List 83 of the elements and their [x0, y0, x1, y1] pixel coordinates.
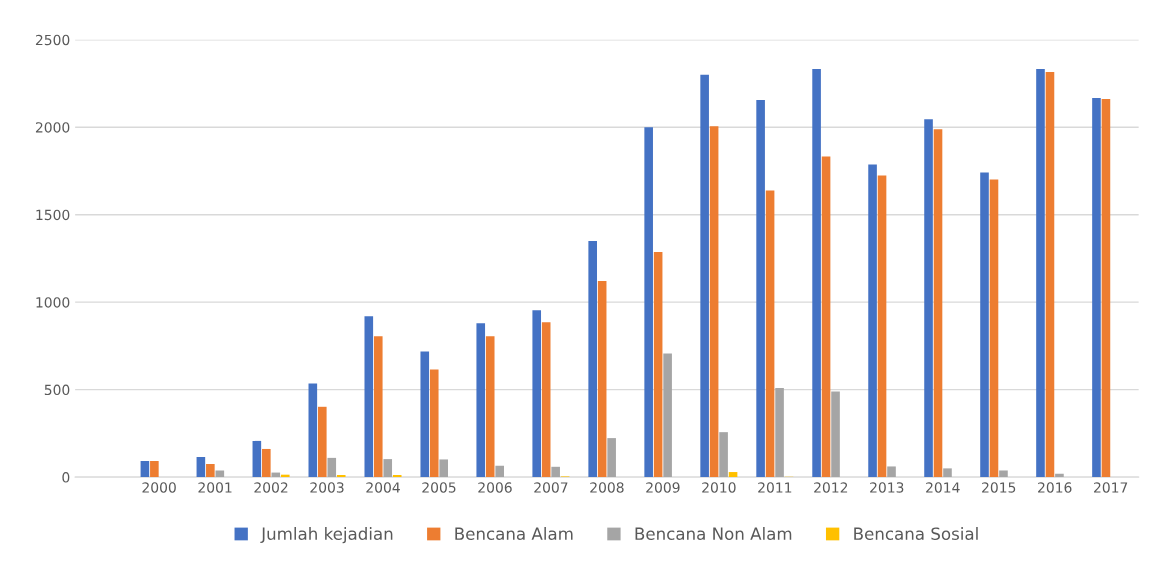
legend-label: Bencana Sosial: [854, 527, 978, 541]
bar: [821, 156, 831, 478]
bar: [765, 190, 775, 478]
x-tick-label: 2016: [1038, 482, 1072, 493]
bar: [252, 440, 262, 478]
bar: [719, 432, 728, 478]
x-tick-label: 2008: [590, 482, 624, 493]
y-tick-label: 0: [62, 472, 70, 483]
bar: [709, 126, 719, 478]
bar: [495, 465, 504, 478]
y-tick-label: 1000: [36, 297, 70, 308]
y-tick-label: 1500: [36, 209, 70, 221]
bar: [532, 310, 542, 478]
bar: [1101, 99, 1111, 478]
x-tick-label: 2014: [926, 482, 960, 493]
bar: [588, 240, 597, 478]
bar: [485, 336, 495, 478]
bar: [980, 172, 989, 478]
bar: [420, 351, 430, 478]
bar: [206, 464, 215, 478]
bar: [999, 470, 1008, 478]
x-tick-label: 2009: [646, 482, 680, 493]
x-tick-label: 2005: [422, 482, 456, 493]
bar: [868, 164, 877, 478]
x-tick-label: 2010: [702, 482, 736, 493]
x-tick-label: 2017: [1094, 482, 1128, 493]
bar: [215, 470, 225, 478]
bar: [728, 472, 738, 478]
bar: [812, 68, 821, 478]
bar: [1036, 68, 1045, 478]
x-tick-label: 2006: [478, 482, 512, 493]
x-tick-label: 2015: [982, 482, 1016, 493]
bar: [700, 74, 709, 478]
legend-label: Bencana Non Alam: [635, 527, 792, 541]
bar: [831, 391, 840, 478]
y-tick-label: 2500: [35, 34, 70, 46]
bar: [653, 251, 663, 478]
bar: [989, 179, 999, 478]
bar: [196, 457, 206, 478]
bar: [541, 322, 551, 478]
bar: [943, 468, 952, 478]
bar: [933, 129, 943, 478]
x-tick-label: 2004: [366, 482, 400, 493]
bar: [327, 457, 337, 478]
x-tick-label: 2002: [254, 482, 288, 493]
bar: [150, 461, 159, 478]
bar: [364, 316, 374, 478]
x-tick-label: 2011: [758, 482, 792, 493]
bar: [1045, 71, 1055, 478]
x-tick-label: 2012: [814, 482, 848, 493]
y-tick-label: 2000: [35, 122, 70, 133]
bar: [439, 459, 449, 478]
bar: [1055, 473, 1064, 478]
bar: [336, 475, 346, 478]
bar: [607, 438, 616, 478]
bar: [644, 127, 653, 478]
bar: [663, 353, 672, 478]
bar: [887, 466, 896, 478]
bar: [1092, 98, 1101, 478]
bar: [140, 461, 150, 478]
x-tick-label: 2007: [534, 482, 568, 493]
bar: [271, 472, 281, 478]
bar: [476, 323, 486, 478]
bar: [924, 119, 933, 478]
bar: [756, 100, 765, 478]
bar: [429, 369, 439, 478]
bar: [383, 459, 393, 478]
x-tick-label: 2000: [142, 482, 176, 493]
legend-label: Jumlah kejadian: [260, 527, 393, 544]
y-tick-label: 500: [44, 384, 70, 396]
bar: [775, 387, 784, 478]
bar: [317, 406, 327, 478]
bar: [308, 383, 318, 478]
legend-label: Bencana Alam: [455, 527, 573, 541]
x-tick-label: 2003: [310, 482, 344, 493]
x-tick-label: 2013: [870, 482, 904, 493]
bar: [392, 475, 402, 478]
bar: [597, 281, 607, 478]
bar: [551, 466, 560, 478]
x-tick-label: 2001: [198, 482, 232, 493]
bar: [262, 448, 271, 478]
bar: [373, 336, 383, 478]
bar: [877, 175, 887, 478]
